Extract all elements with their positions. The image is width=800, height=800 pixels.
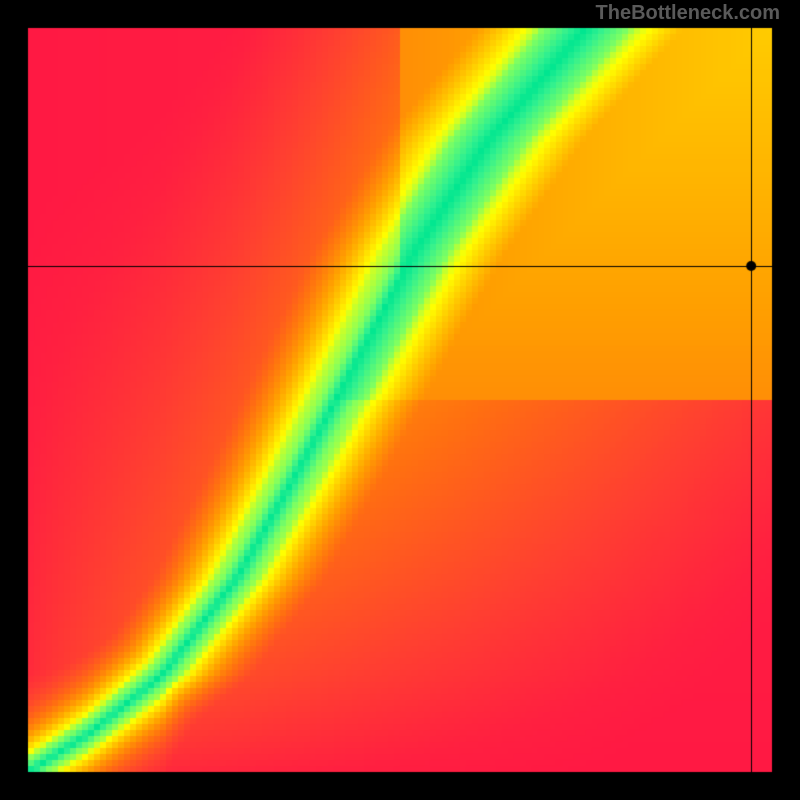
bottleneck-heatmap-canvas: [0, 0, 800, 800]
chart-container: TheBottleneck.com: [0, 0, 800, 800]
watermark-text: TheBottleneck.com: [596, 2, 780, 25]
